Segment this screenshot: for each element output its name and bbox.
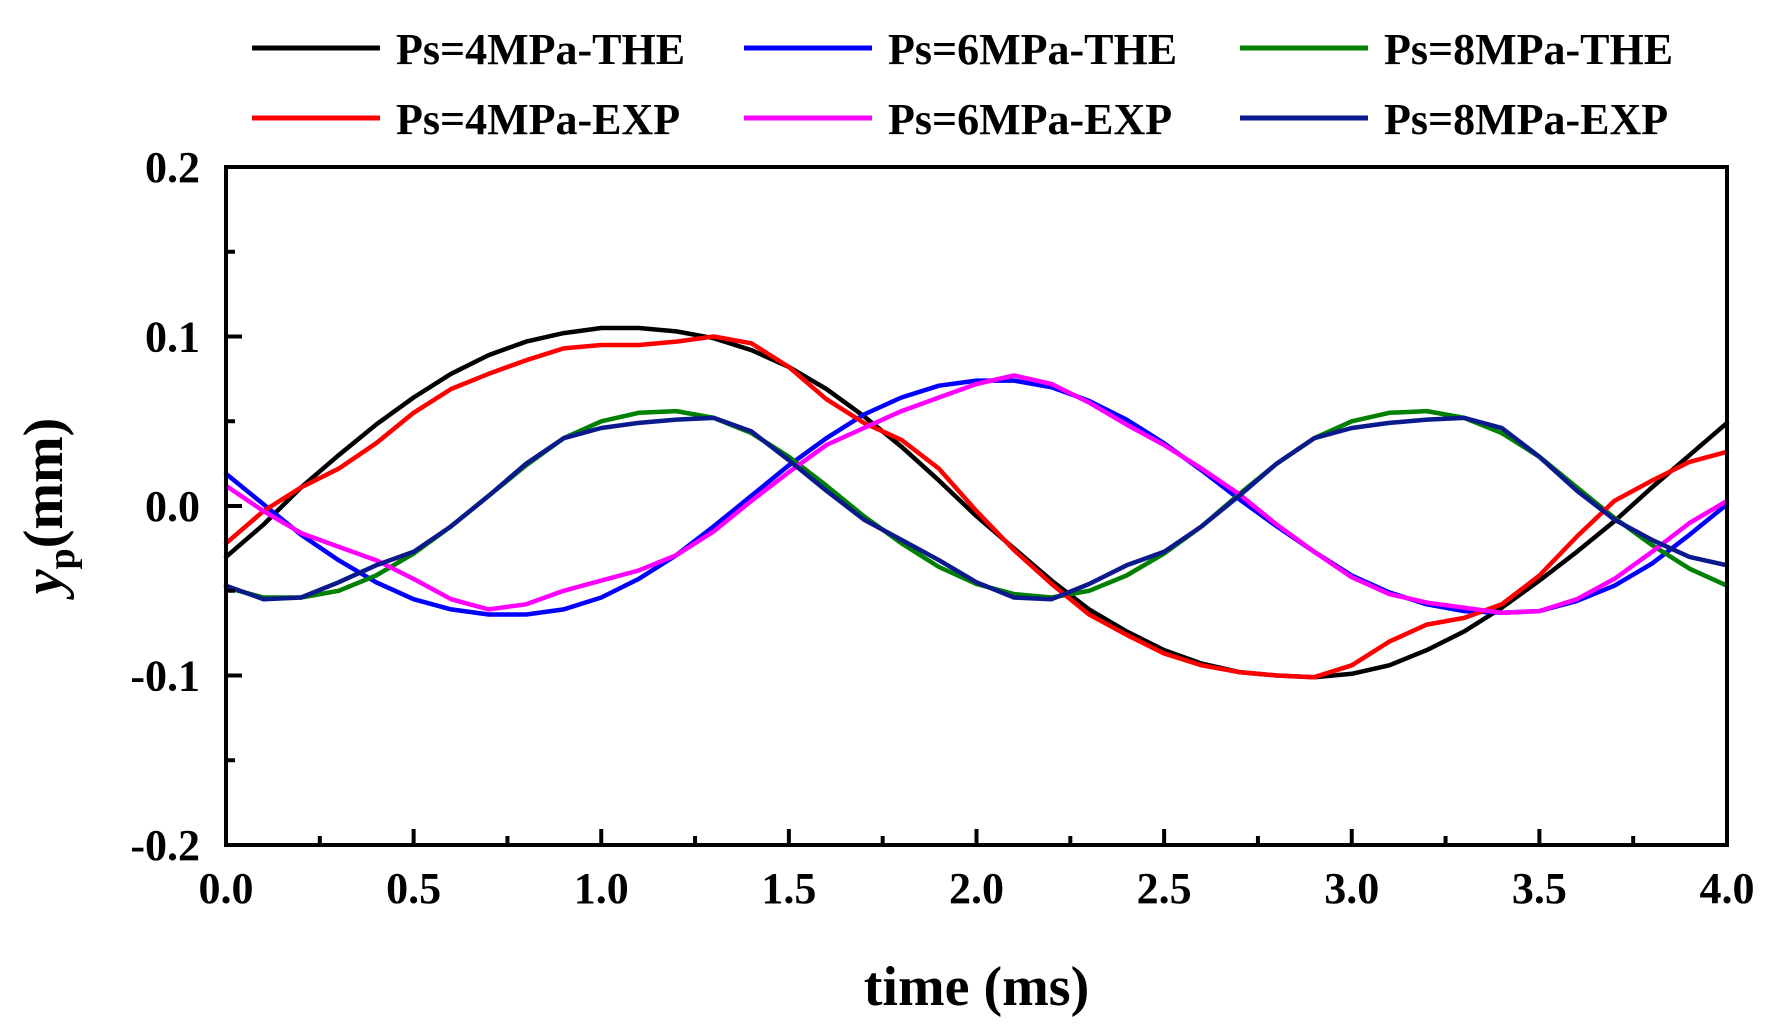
legend-item: Ps=6MPa-EXP bbox=[744, 95, 1172, 144]
legend-item: Ps=4MPa-THE bbox=[252, 25, 685, 74]
legend-label: Ps=4MPa-EXP bbox=[396, 95, 680, 144]
y-axis-title: yp(mm) bbox=[13, 418, 83, 601]
y-tick-label: 0.2 bbox=[145, 143, 200, 192]
legend-item: Ps=8MPa-EXP bbox=[1240, 95, 1668, 144]
x-tick-label: 0.0 bbox=[199, 864, 254, 913]
legend-label: Ps=8MPa-EXP bbox=[1384, 95, 1668, 144]
legend-label: Ps=8MPa-THE bbox=[1384, 25, 1673, 74]
legend-item: Ps=8MPa-THE bbox=[1240, 25, 1673, 74]
axis-ticks bbox=[224, 165, 1729, 847]
legend-item: Ps=6MPa-THE bbox=[744, 25, 1177, 74]
x-tick-label: 1.0 bbox=[574, 864, 629, 913]
axis-tick-labels: 0.0 0.5 1.0 1.5 2.0 2.5 3.0 3.5 4.0 -0.2 -0.1 0.0 0.… bbox=[130, 143, 1754, 913]
legend: Ps=4MPa-THE Ps=6MPa-THE Ps=8MPa-THE Ps=4MPa… bbox=[252, 25, 1673, 144]
series-line-ps-8mpa-exp bbox=[223, 415, 1730, 602]
x-tick-label: 2.5 bbox=[1137, 864, 1192, 913]
legend-label: Ps=4MPa-THE bbox=[396, 25, 685, 74]
y-axis-symbol: y bbox=[13, 568, 75, 600]
x-tick-label: 1.5 bbox=[761, 864, 816, 913]
x-axis-title: time (ms) bbox=[864, 956, 1089, 1018]
x-tick-label: 2.0 bbox=[949, 864, 1004, 913]
y-tick-label: -0.1 bbox=[130, 652, 200, 701]
series-layer bbox=[223, 325, 1730, 680]
x-tick-label: 4.0 bbox=[1700, 864, 1755, 913]
x-tick-label: 0.5 bbox=[386, 864, 441, 913]
y-axis-subscript: p bbox=[41, 548, 83, 569]
series-line-ps-4mpa-exp bbox=[223, 334, 1730, 680]
legend-label: Ps=6MPa-THE bbox=[888, 25, 1177, 74]
y-tick-label: -0.2 bbox=[130, 821, 200, 870]
y-axis-unit: (mm) bbox=[13, 418, 75, 549]
legend-label: Ps=6MPa-EXP bbox=[888, 95, 1172, 144]
x-tick-label: 3.5 bbox=[1512, 864, 1567, 913]
series-line-ps-6mpa-exp bbox=[223, 373, 1730, 616]
legend-item: Ps=4MPa-EXP bbox=[252, 95, 680, 144]
y-tick-label: 0.1 bbox=[145, 313, 200, 362]
x-tick-label: 3.0 bbox=[1324, 864, 1379, 913]
y-tick-label: 0.0 bbox=[145, 482, 200, 531]
series-line-ps-4mpa-the bbox=[223, 325, 1730, 680]
